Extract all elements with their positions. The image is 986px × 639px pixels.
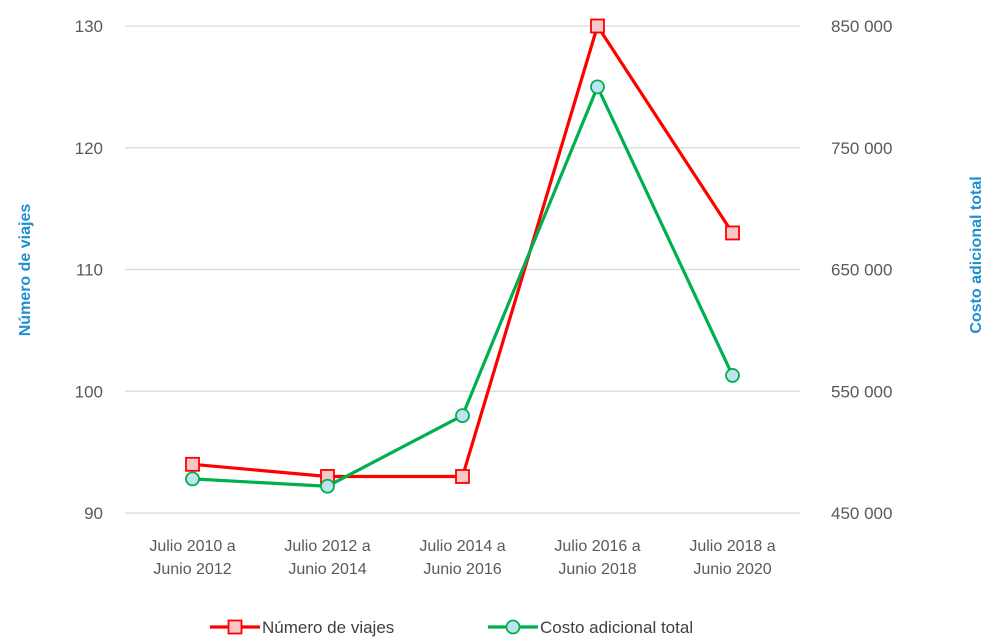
legend: Número de viajes Costo adicional total	[210, 618, 693, 637]
x-tick-label-line: Junio 2012	[153, 561, 231, 578]
x-tick-label-line: Julio 2016 a	[554, 538, 640, 555]
series-line-costo-adicional-total	[192, 85, 734, 488]
data-point-costo-adicional-total	[185, 471, 200, 487]
y-left-tick-label: 130	[75, 17, 103, 36]
data-point-numero-de-viajes	[455, 469, 470, 484]
left-axis-ticks: 90 100 110 120 130	[75, 17, 103, 523]
right-axis-ticks: 450 000 550 000 650 000 750 000 850 000	[831, 17, 892, 523]
legend-marker-numero-de-viajes	[227, 619, 243, 635]
data-point-costo-adicional-total	[455, 408, 470, 424]
x-tick-label: Julio 2018 a Junio 2020	[689, 538, 775, 578]
legend-marker-costo-adicional-total	[505, 619, 521, 635]
x-tick-label-line: Junio 2018	[558, 561, 636, 578]
y-axis-right-title: Costo adicional total	[968, 176, 985, 333]
gridlines	[125, 25, 800, 514]
y-axis-left-title: Número de viajes	[17, 204, 34, 337]
y-right-tick-label: 850 000	[831, 17, 892, 36]
data-point-costo-adicional-total	[320, 478, 335, 494]
y-left-tick-label: 120	[75, 139, 103, 158]
x-tick-label-line: Julio 2018 a	[689, 538, 775, 555]
data-point-costo-adicional-total	[590, 79, 605, 95]
x-tick-label: Julio 2016 a Junio 2018	[554, 538, 640, 578]
x-tick-label: Julio 2010 a Junio 2012	[149, 538, 235, 578]
series-layer	[185, 18, 740, 494]
y-left-tick-label: 100	[75, 382, 103, 401]
x-tick-label-line: Junio 2014	[288, 561, 366, 578]
x-tick-label-line: Julio 2014 a	[419, 538, 505, 555]
x-axis-ticks: Julio 2010 a Junio 2012 Julio 2012 a Junio …	[149, 538, 775, 578]
y-right-tick-label: 450 000	[831, 504, 892, 523]
legend-label-numero-de-viajes: Número de viajes	[262, 618, 394, 637]
x-tick-label: Julio 2012 a Junio 2014	[284, 538, 370, 578]
y-right-tick-label: 750 000	[831, 139, 892, 158]
x-tick-label-line: Julio 2012 a	[284, 538, 370, 555]
legend-label-costo-adicional-total: Costo adicional total	[540, 618, 693, 637]
x-tick-label-line: Junio 2020	[693, 561, 771, 578]
x-tick-label-line: Julio 2010 a	[149, 538, 235, 555]
y-left-tick-label: 110	[76, 261, 103, 280]
y-right-tick-label: 550 000	[831, 382, 892, 401]
y-right-tick-label: 650 000	[831, 261, 892, 280]
data-point-numero-de-viajes	[725, 225, 740, 241]
x-tick-label-line: Junio 2016	[423, 561, 501, 578]
data-point-numero-de-viajes	[185, 456, 200, 472]
x-tick-label: Julio 2014 a Junio 2016	[419, 538, 505, 578]
data-point-numero-de-viajes	[590, 18, 605, 34]
y-left-tick-label: 90	[84, 504, 103, 523]
data-point-costo-adicional-total	[725, 368, 740, 383]
